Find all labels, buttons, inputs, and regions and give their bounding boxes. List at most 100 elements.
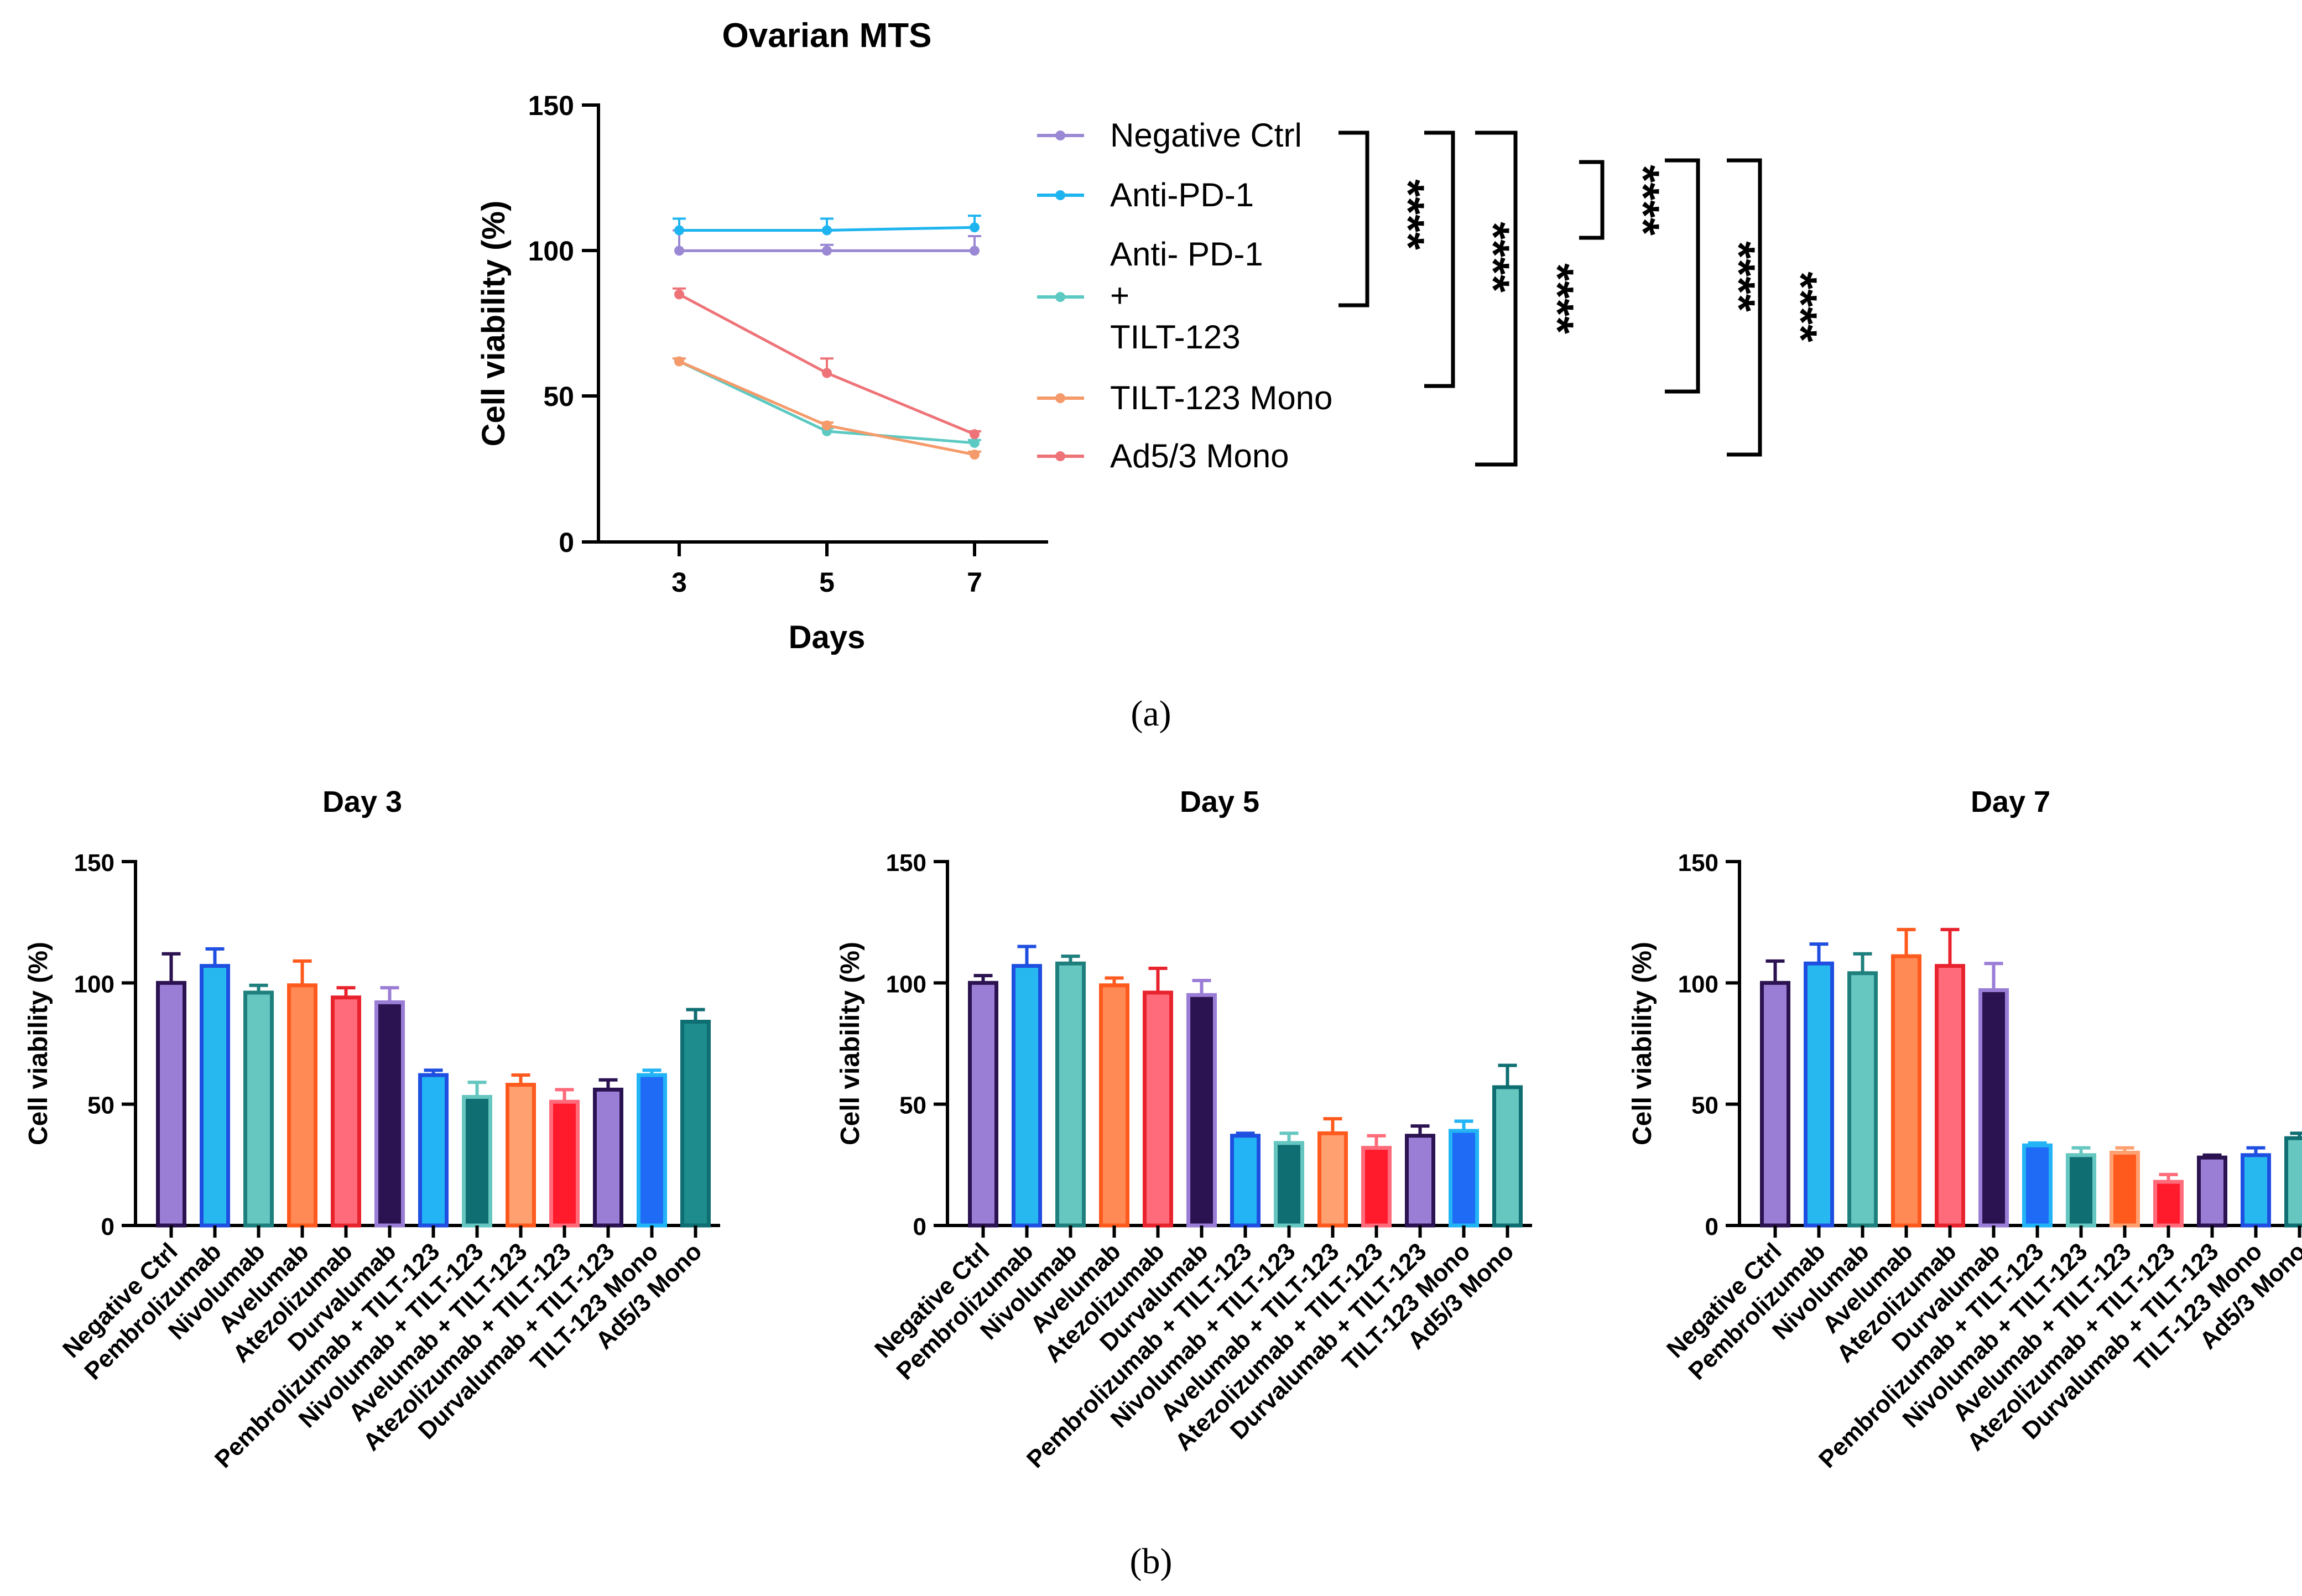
- data-point: [674, 289, 684, 300]
- data-point: [822, 225, 832, 236]
- bar: [637, 1073, 667, 1228]
- significance-stars-label: ****: [1618, 165, 1668, 236]
- bar: [287, 983, 317, 1228]
- bar: [200, 964, 230, 1228]
- bar: [1978, 988, 2009, 1228]
- bar: [1847, 971, 1878, 1228]
- significance-stars: **** **** **** **** **** ****: [1383, 165, 1826, 342]
- bar: [1055, 961, 1086, 1228]
- bar: [1317, 1131, 1348, 1228]
- data-point: [970, 450, 980, 460]
- x-tick-label: 5: [819, 567, 835, 598]
- y-axis-label: Cell viability (%): [836, 942, 865, 1145]
- legend-swatch-marker: [1055, 393, 1065, 403]
- data-point: [970, 246, 980, 256]
- y-tick-label: 0: [559, 527, 574, 558]
- bar: [1230, 1134, 1261, 1228]
- bar: [418, 1073, 449, 1228]
- bar: [968, 980, 998, 1228]
- data-point: [674, 225, 684, 236]
- bar: [2066, 1153, 2096, 1228]
- chart-title: Ovarian MTS: [722, 17, 932, 55]
- legend-line: TILT-123: [1110, 319, 1241, 356]
- y-tick-label: 50: [543, 381, 574, 412]
- data-point: [822, 368, 832, 378]
- bar: [243, 990, 274, 1228]
- y-axis-label: Cell viability (%): [1628, 942, 1657, 1145]
- bar: [1012, 964, 1042, 1228]
- bar: [1760, 980, 1790, 1228]
- bracket: [1727, 158, 1762, 457]
- y-axis-label: Cell viability (%): [476, 201, 512, 447]
- legend-label: TILT-123 Mono: [1110, 379, 1332, 416]
- data-point: [822, 246, 832, 256]
- legend-label-multiline: Anti- PD-1 + TILT-123: [1110, 236, 1272, 356]
- legend-line: +: [1110, 277, 1129, 314]
- data-point: [970, 222, 980, 233]
- significance-brackets: [1339, 131, 1762, 467]
- data-point: [674, 356, 684, 367]
- y-tick-label: 100: [74, 971, 114, 998]
- legend: Negative Ctrl Anti-PD-1 Anti- PD-1 + TIL…: [1037, 117, 1332, 474]
- significance-stars-label: ****: [1383, 179, 1433, 250]
- y-tick-label: 50: [1691, 1092, 1718, 1119]
- y-tick-label: 0: [913, 1213, 926, 1240]
- line-chart-ovarian-mts: Ovarian MTS 150 100 50 0 3 5 7 Days Cell…: [476, 17, 1826, 655]
- y-tick-label: 0: [1705, 1213, 1718, 1240]
- bar: [2197, 1155, 2227, 1228]
- bar: [1186, 993, 1217, 1228]
- y-tick-label: 100: [1678, 971, 1718, 998]
- significance-stars-label: ****: [1714, 241, 1764, 312]
- bar: [2241, 1153, 2271, 1228]
- y-tick-label: 150: [886, 849, 926, 877]
- legend-label: Ad5/3 Mono: [1110, 437, 1289, 474]
- bar: [680, 1020, 711, 1228]
- y-tick-label: 50: [87, 1092, 114, 1119]
- bar: [593, 1087, 623, 1228]
- bar: [1143, 990, 1173, 1228]
- legend-swatch-marker: [1055, 292, 1065, 302]
- bar: [2153, 1180, 2184, 1228]
- data-point: [970, 437, 980, 448]
- y-tick-label: 100: [886, 971, 926, 998]
- data-point: [674, 246, 684, 256]
- bar: [1492, 1085, 1523, 1228]
- bar: [1405, 1134, 1435, 1228]
- y-axis-label: Cell viability (%): [24, 942, 53, 1145]
- bar: [156, 980, 186, 1228]
- chart-title: Day 7: [1971, 785, 2050, 818]
- data-point: [822, 420, 832, 431]
- bar: [1361, 1146, 1392, 1228]
- legend-label: Anti-PD-1: [1110, 176, 1254, 213]
- chart-title: Day 3: [322, 785, 402, 818]
- bar: [1449, 1129, 1479, 1228]
- bar: [1099, 983, 1129, 1228]
- y-tick-label: 150: [74, 849, 114, 877]
- y-tick-label: 100: [528, 236, 574, 267]
- bar: [1891, 954, 1921, 1228]
- significance-stars-label: ****: [1532, 263, 1582, 334]
- y-tick-label: 0: [101, 1213, 114, 1240]
- x-tick-label: 7: [967, 567, 982, 598]
- bracket: [1665, 158, 1700, 394]
- x-axis-label: Days: [789, 619, 866, 655]
- bracket: [1339, 131, 1369, 307]
- bar: [2284, 1136, 2302, 1228]
- bracket: [1579, 160, 1605, 240]
- line-plot-area: [673, 215, 981, 460]
- y-tick-label: 150: [1678, 849, 1718, 877]
- bar: [1804, 961, 1834, 1228]
- panel-b-label: (b): [1130, 1541, 1173, 1582]
- bracket: [1424, 131, 1455, 388]
- legend-line: Anti- PD-1: [1110, 236, 1263, 273]
- bar: [2022, 1143, 2053, 1228]
- x-tick-label: 3: [671, 567, 687, 598]
- bar: [1935, 964, 1965, 1228]
- bar: [331, 995, 361, 1228]
- significance-stars-label: ****: [1775, 272, 1826, 342]
- panel-a-label: (a): [1131, 693, 1171, 734]
- data-point: [970, 429, 980, 440]
